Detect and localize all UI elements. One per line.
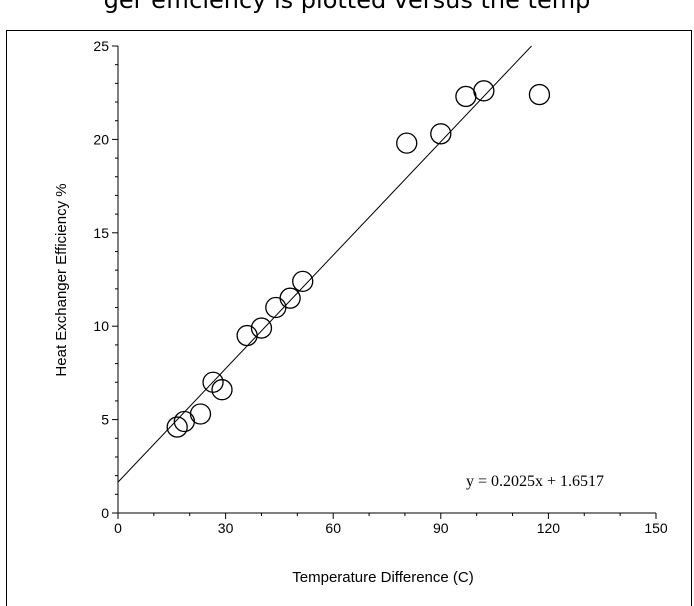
trendline-group (117, 45, 532, 483)
trendline (117, 45, 532, 483)
data-point (396, 132, 418, 154)
data-point (430, 123, 452, 145)
trendline-equation: y = 0.2025x + 1.6517 (466, 473, 604, 490)
data-point (189, 403, 212, 425)
y-tick-label: 15 (93, 225, 109, 241)
x-tick-label: 120 (537, 520, 561, 536)
chart-frame (6, 30, 692, 606)
y-axis-title: Heat Exchanger Efficiency % (53, 183, 70, 376)
x-tick-label: 90 (433, 520, 449, 536)
data-point (265, 296, 287, 319)
data-point (236, 324, 258, 347)
data-point (211, 379, 233, 401)
data-point (166, 416, 188, 438)
ticks: 0 30 60 90 120 150 0 5 10 15 20 25 (93, 38, 667, 536)
x-tick-label: 150 (644, 520, 668, 536)
data-point (473, 80, 495, 102)
data-point (173, 410, 196, 433)
x-tick-label: 0 (114, 520, 122, 536)
data-point (455, 85, 477, 108)
axes (117, 46, 656, 514)
y-tick-label: 0 (101, 505, 109, 521)
y-tick-label: 25 (93, 38, 109, 54)
y-tick-label: 20 (93, 131, 109, 147)
points-group (166, 80, 551, 438)
y-tick-label: 10 (93, 318, 109, 334)
data-point (292, 270, 314, 293)
data-point (202, 371, 224, 393)
data-point (528, 83, 551, 106)
header-partial-title: ger efficiency is plotted versus the tem… (103, 0, 591, 14)
data-point (250, 317, 273, 339)
x-tick-label: 30 (218, 520, 234, 536)
data-point (279, 287, 301, 309)
x-axis-title: Temperature Difference (C) (292, 569, 473, 586)
x-tick-label: 60 (325, 520, 341, 536)
y-tick-label: 5 (101, 412, 109, 428)
